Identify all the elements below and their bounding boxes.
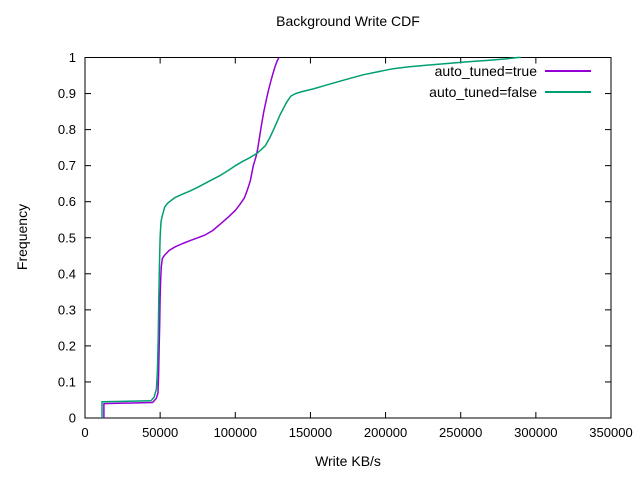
x-tick-label: 0 [81, 425, 88, 440]
y-tick-label: 0.8 [58, 122, 76, 137]
legend-entry-auto-tuned-false: auto_tuned=false [429, 82, 591, 101]
x-tick-label: 250000 [439, 425, 482, 440]
x-tick-label: 300000 [514, 425, 557, 440]
x-tick-label: 350000 [589, 425, 632, 440]
y-tick-label: 0.1 [58, 374, 76, 389]
legend-entry-auto-tuned-true: auto_tuned=true [429, 61, 591, 80]
y-tick-label: 0.9 [58, 86, 76, 101]
legend-line-sample [545, 90, 591, 93]
y-tick-label: 1 [69, 50, 76, 65]
x-tick-label: 100000 [214, 425, 257, 440]
y-axis-label: Frequency [14, 203, 30, 271]
legend-line-sample [545, 69, 591, 72]
y-tick-label: 0 [69, 411, 76, 426]
series-line-auto_tuned=false [101, 56, 521, 418]
x-tick-label: 50000 [142, 425, 178, 440]
y-tick-label: 0.2 [58, 338, 76, 353]
y-tick-label: 0.7 [58, 158, 76, 173]
x-tick-label: 200000 [364, 425, 407, 440]
y-tick-label: 0.5 [58, 230, 76, 245]
series-line-auto_tuned=true [103, 57, 280, 418]
legend-label: auto_tuned=true [434, 62, 537, 79]
y-tick-label: 0.6 [58, 194, 76, 209]
x-axis-label: Write KB/s [315, 453, 381, 469]
y-tick-label: 0.3 [58, 302, 76, 317]
chart-title: Background Write CDF [276, 13, 420, 29]
legend: auto_tuned=true auto_tuned=false [429, 61, 591, 101]
legend-label: auto_tuned=false [429, 83, 537, 100]
plot-border [84, 57, 612, 419]
y-tick-label: 0.4 [58, 266, 76, 281]
x-tick-label: 150000 [289, 425, 332, 440]
